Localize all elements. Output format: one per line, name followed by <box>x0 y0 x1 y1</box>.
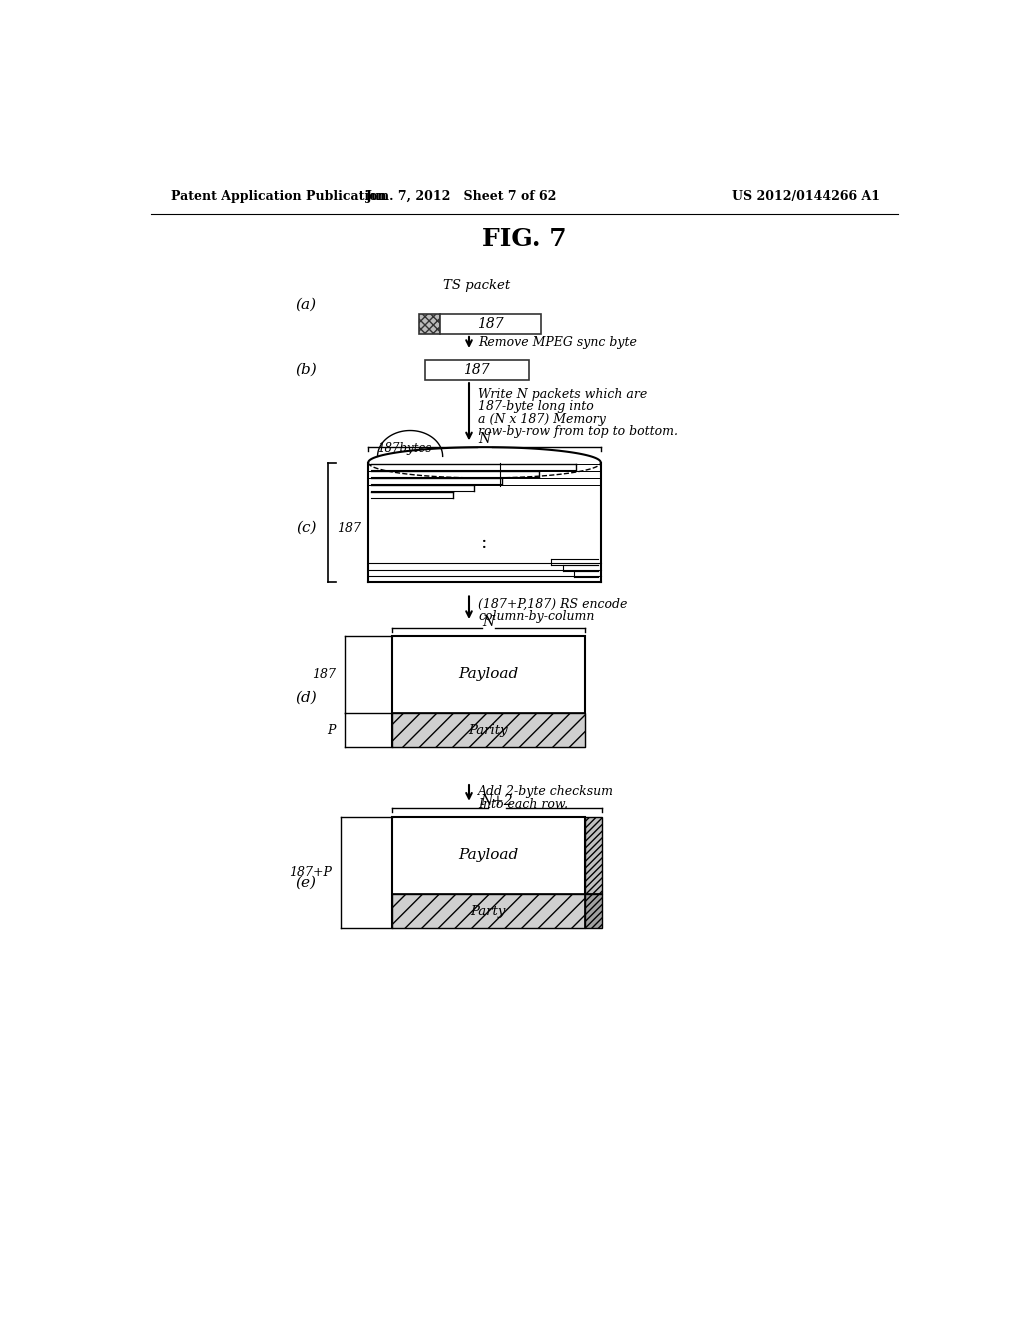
Text: 187bytes: 187bytes <box>378 442 432 455</box>
Text: Into each row.: Into each row. <box>478 797 568 810</box>
Text: Patent Application Publication: Patent Application Publication <box>171 190 386 203</box>
Bar <box>586 894 602 928</box>
Bar <box>425 360 528 380</box>
Text: (e): (e) <box>296 875 316 890</box>
Text: Payload: Payload <box>459 668 518 681</box>
Bar <box>391 713 586 747</box>
Text: (187+P,187) RS encode: (187+P,187) RS encode <box>478 598 628 610</box>
Text: 187: 187 <box>311 668 336 681</box>
Text: Parity: Parity <box>469 723 508 737</box>
Bar <box>391 894 586 928</box>
Text: :: : <box>481 535 487 552</box>
Text: 187: 187 <box>464 363 490 378</box>
Bar <box>391 817 586 928</box>
Text: (d): (d) <box>295 690 317 705</box>
Text: row-by-row from top to bottom.: row-by-row from top to bottom. <box>478 425 678 438</box>
Text: Remove MPEG sync byte: Remove MPEG sync byte <box>478 335 637 348</box>
Text: N: N <box>478 433 490 446</box>
Text: N: N <box>482 615 495 628</box>
Text: TS packet: TS packet <box>443 279 510 292</box>
Text: P: P <box>328 723 336 737</box>
Text: Add 2-byte checksum: Add 2-byte checksum <box>478 785 614 799</box>
Bar <box>586 817 602 894</box>
Text: 187: 187 <box>477 317 504 331</box>
Text: N+2: N+2 <box>480 795 513 808</box>
Text: 187: 187 <box>337 521 361 535</box>
Text: Jun. 7, 2012   Sheet 7 of 62: Jun. 7, 2012 Sheet 7 of 62 <box>366 190 557 203</box>
Text: Payload: Payload <box>459 849 518 862</box>
Text: column-by-column: column-by-column <box>478 610 595 623</box>
Bar <box>419 314 440 334</box>
Text: a (N x 187) Memory: a (N x 187) Memory <box>478 412 606 425</box>
Bar <box>440 314 541 334</box>
Bar <box>391 636 586 747</box>
Text: (a): (a) <box>296 298 316 312</box>
Text: 187-byte long into: 187-byte long into <box>478 400 594 413</box>
Text: 187+P: 187+P <box>289 866 332 879</box>
Text: US 2012/0144266 A1: US 2012/0144266 A1 <box>732 190 881 203</box>
Text: Party: Party <box>471 904 506 917</box>
Text: FIG. 7: FIG. 7 <box>482 227 567 251</box>
Text: Write N packets which are: Write N packets which are <box>478 388 647 401</box>
Text: (c): (c) <box>296 521 316 535</box>
Text: (b): (b) <box>295 363 317 378</box>
